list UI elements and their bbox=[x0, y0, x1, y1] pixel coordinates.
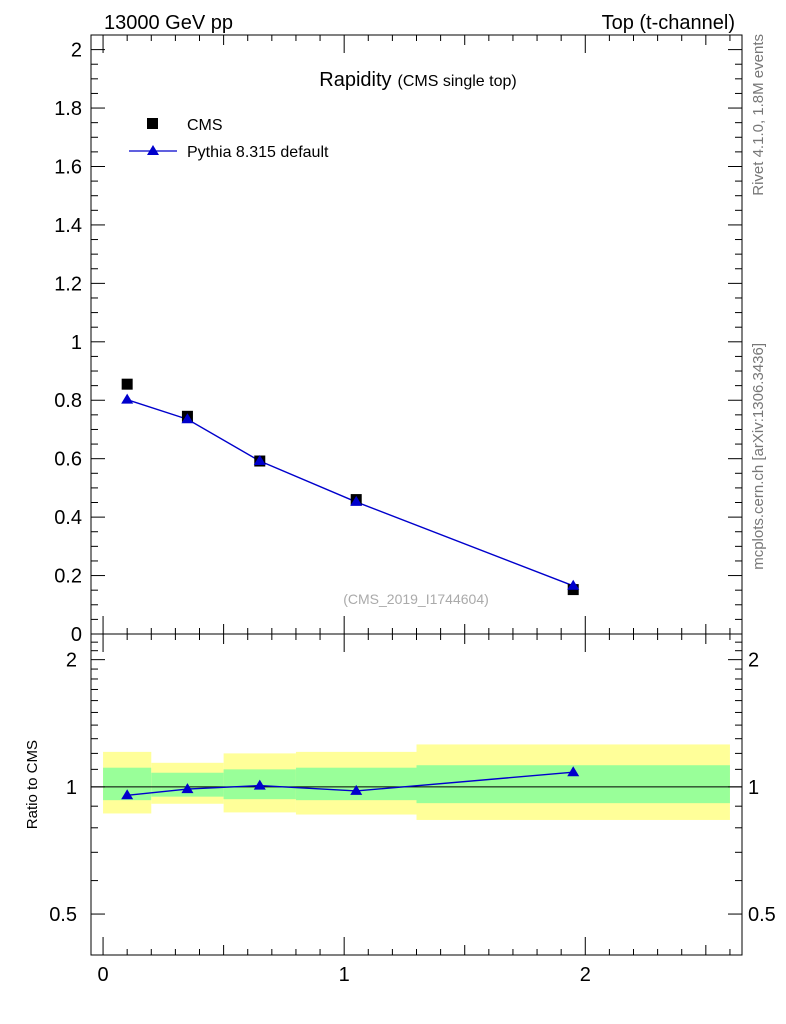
main-ytick-label: 2 bbox=[71, 40, 82, 62]
pythia-point bbox=[567, 579, 580, 590]
legend-cms-marker bbox=[147, 118, 158, 129]
ratio-point bbox=[567, 766, 580, 777]
pythia-point bbox=[350, 495, 363, 506]
ratio-point bbox=[121, 789, 134, 800]
ratio-point bbox=[253, 779, 266, 790]
pythia-line bbox=[126, 398, 574, 587]
main-ytick-label: 1.2 bbox=[54, 273, 82, 295]
main-ytick-label: 0.4 bbox=[54, 507, 82, 529]
header-left: 13000 GeV pp bbox=[104, 12, 233, 34]
ratio-ylabel: Ratio to CMS bbox=[24, 740, 41, 829]
legend: CMS Pythia 8.315 default bbox=[129, 117, 329, 161]
rivet-label: Rivet 4.1.0, 1.8M events bbox=[750, 34, 767, 196]
main-ytick-label: 1.6 bbox=[54, 156, 82, 178]
ratio-ytick-label-right: 1 bbox=[748, 777, 759, 799]
ratio-ytick-label: 1 bbox=[66, 777, 77, 799]
ratio-panel: 0.5 0.5 1 1 2 2 0 1 2 Ratio to CMS bbox=[24, 633, 776, 986]
ratio-xtick-label: 0 bbox=[97, 964, 108, 986]
ratio-xtick-label: 1 bbox=[339, 964, 350, 986]
main-ytick-label: 0.8 bbox=[54, 390, 82, 412]
legend-pythia-marker bbox=[147, 145, 159, 155]
main-panel: 0 0.2 0.4 0.6 0.8 1 1.2 1.4 1.6 1.8 2 Rapidity (CMS… bbox=[54, 34, 743, 646]
pythia-point bbox=[181, 413, 194, 424]
main-ytick-label: 1 bbox=[71, 332, 82, 354]
cms-point bbox=[121, 378, 133, 390]
main-x-ticks bbox=[102, 35, 731, 634]
ratio-band-inner bbox=[295, 767, 417, 801]
ratio-data bbox=[121, 766, 580, 800]
main-ytick-label: 1.4 bbox=[54, 215, 82, 237]
main-ytick-label: 0 bbox=[71, 624, 82, 646]
pythia-point bbox=[253, 455, 266, 466]
ratio-ytick-label: 2 bbox=[66, 650, 77, 672]
ratio-ytick-label: 0.5 bbox=[49, 904, 77, 926]
legend-cms-label: CMS bbox=[187, 117, 223, 134]
watermark: (CMS_2019_I1744604) bbox=[343, 591, 489, 607]
ratio-point bbox=[181, 783, 194, 794]
ratio-point bbox=[350, 784, 363, 795]
ratio-ytick-label-right: 0.5 bbox=[748, 904, 776, 926]
header-right: Top (t-channel) bbox=[602, 12, 735, 34]
ratio-xtick-label: 2 bbox=[580, 964, 591, 986]
main-ytick-label: 0.6 bbox=[54, 449, 82, 471]
chart-title-main: Rapidity bbox=[319, 69, 391, 91]
ratio-y-axis: 0.5 0.5 1 1 2 2 bbox=[49, 641, 776, 956]
ratio-x-axis: 0 1 2 bbox=[97, 634, 731, 986]
chart-title-sub: (CMS single top) bbox=[398, 73, 517, 90]
ratio-bands bbox=[103, 744, 730, 820]
main-ytick-label: 1.8 bbox=[54, 98, 82, 120]
main-y-axis: 0 0.2 0.4 0.6 0.8 1 1.2 1.4 1.6 1.8 2 bbox=[54, 40, 742, 646]
ratio-ytick-label-right: 2 bbox=[748, 650, 759, 672]
pythia-point bbox=[121, 393, 134, 404]
main-data bbox=[121, 378, 580, 596]
mcplots-label: mcplots.cern.ch [arXiv:1306.3436] bbox=[750, 343, 767, 570]
legend-pythia-label: Pythia 8.315 default bbox=[187, 144, 329, 161]
chart-title: Rapidity (CMS single top) bbox=[319, 69, 516, 91]
main-ytick-label: 0.2 bbox=[54, 566, 82, 588]
